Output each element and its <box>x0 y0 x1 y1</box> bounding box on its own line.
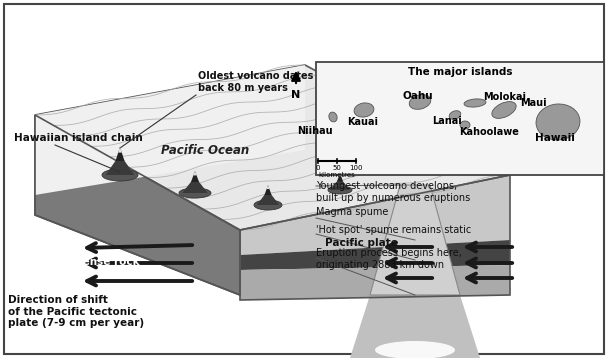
FancyBboxPatch shape <box>316 62 604 175</box>
Text: Solid dense rock: Solid dense rock <box>42 257 140 267</box>
Text: Direction of shift
of the Pacific tectonic
plate (7-9 cm per year): Direction of shift of the Pacific tecton… <box>8 295 144 328</box>
Polygon shape <box>264 185 272 195</box>
Text: Lanai: Lanai <box>432 116 462 126</box>
Ellipse shape <box>464 99 486 107</box>
Polygon shape <box>337 173 343 182</box>
FancyBboxPatch shape <box>4 4 604 354</box>
Polygon shape <box>240 240 510 270</box>
Ellipse shape <box>536 104 580 140</box>
Ellipse shape <box>409 95 431 109</box>
Text: Youngest volcoano develops,
built up by numerous eruptions: Youngest volcoano develops, built up by … <box>316 181 470 203</box>
Polygon shape <box>35 115 240 295</box>
Polygon shape <box>240 175 510 255</box>
Polygon shape <box>35 65 305 195</box>
Text: Magma spume: Magma spume <box>316 207 389 217</box>
Polygon shape <box>118 147 122 153</box>
Text: Pacific plate: Pacific plate <box>325 238 398 248</box>
Polygon shape <box>116 147 125 161</box>
Ellipse shape <box>102 169 138 181</box>
Polygon shape <box>182 180 208 193</box>
Ellipse shape <box>254 200 282 210</box>
Text: Eruption process begins here,
originating 2883 km down: Eruption process begins here, originatin… <box>316 248 462 270</box>
Polygon shape <box>370 185 460 295</box>
Text: 'Hot spot' spume remains static: 'Hot spot' spume remains static <box>316 225 471 235</box>
Polygon shape <box>257 193 279 205</box>
Ellipse shape <box>375 341 455 358</box>
Text: Hawaii: Hawaii <box>535 133 575 143</box>
Ellipse shape <box>354 103 374 117</box>
Ellipse shape <box>492 102 516 118</box>
Polygon shape <box>35 65 510 230</box>
Polygon shape <box>330 180 350 190</box>
Ellipse shape <box>390 344 440 356</box>
Text: kilometres: kilometres <box>319 172 355 178</box>
Polygon shape <box>350 295 480 358</box>
Text: Oahu: Oahu <box>402 91 434 101</box>
Polygon shape <box>266 185 269 189</box>
Polygon shape <box>339 173 341 176</box>
Ellipse shape <box>460 121 470 129</box>
Polygon shape <box>193 171 196 175</box>
Text: 50: 50 <box>333 165 342 171</box>
Ellipse shape <box>328 186 352 194</box>
Ellipse shape <box>449 111 461 119</box>
Text: 0: 0 <box>316 165 320 171</box>
Ellipse shape <box>179 188 211 198</box>
Text: 100: 100 <box>349 165 363 171</box>
Text: Maui: Maui <box>520 98 547 108</box>
Text: Pacific Ocean: Pacific Ocean <box>161 144 249 156</box>
Polygon shape <box>191 171 199 182</box>
Text: Niihau: Niihau <box>297 126 333 136</box>
Text: Hawaiian island chain: Hawaiian island chain <box>14 133 143 143</box>
Text: Kahoolawe: Kahoolawe <box>459 127 519 137</box>
Polygon shape <box>106 158 134 175</box>
Text: Oldest volcano dates
back 80 m years: Oldest volcano dates back 80 m years <box>198 71 313 93</box>
Text: Kauai: Kauai <box>348 117 379 127</box>
Polygon shape <box>240 265 510 300</box>
Text: Molokai: Molokai <box>483 92 526 102</box>
Text: N: N <box>291 90 300 100</box>
Ellipse shape <box>329 112 337 122</box>
Text: The major islands: The major islands <box>408 67 513 77</box>
